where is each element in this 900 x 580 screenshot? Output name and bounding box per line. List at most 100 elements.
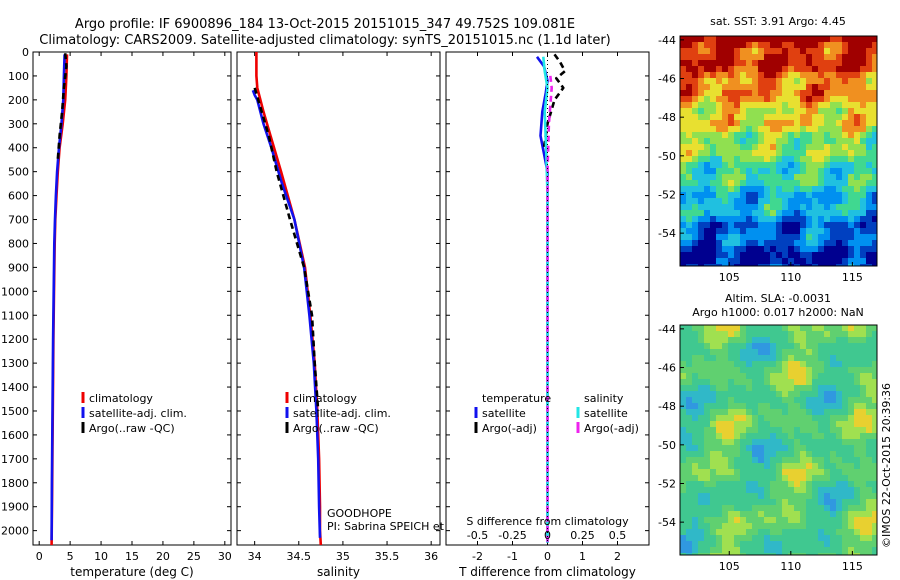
heatmap-cell [824, 108, 830, 114]
heatmap-cell [734, 246, 740, 252]
heatmap-cell [836, 487, 842, 493]
heatmap-cell [866, 240, 872, 246]
heatmap-cell [788, 325, 794, 331]
heatmap-cell [836, 96, 842, 102]
heatmap-cell [842, 228, 848, 234]
heatmap-cell [860, 541, 866, 547]
heatmap-cell [824, 228, 830, 234]
heatmap-cell [722, 96, 728, 102]
heatmap-cell [776, 90, 782, 96]
heatmap-cell [734, 66, 740, 72]
heatmap-cell [764, 228, 770, 234]
heatmap-cell [710, 511, 716, 517]
heatmap-cell [842, 186, 848, 192]
heatmap-cell [854, 72, 860, 78]
heatmap-cell [842, 481, 848, 487]
heatmap-cell [872, 258, 877, 264]
heatmap-cell [776, 403, 782, 409]
heatmap-cell [728, 48, 734, 54]
heatmap-cell [734, 529, 740, 535]
heatmap-cell [728, 547, 734, 553]
heatmap-cell [722, 84, 728, 90]
heatmap-cell [770, 180, 776, 186]
heatmap-cell [854, 132, 860, 138]
heatmap-cell [752, 258, 758, 264]
heatmap-cell [872, 174, 877, 180]
heatmap-cell [686, 421, 692, 427]
heatmap-cell [794, 343, 800, 349]
y-tick-label: 1200 [1, 333, 29, 346]
heatmap-cell [728, 222, 734, 228]
heatmap-cell [734, 216, 740, 222]
heatmap-cell [728, 258, 734, 264]
heatmap-cell [806, 427, 812, 433]
heatmap-cell [698, 108, 704, 114]
heatmap-cell [770, 120, 776, 126]
heatmap-cell [824, 120, 830, 126]
heatmap-cell [764, 529, 770, 535]
heatmap-cell [806, 385, 812, 391]
heatmap-cell [740, 204, 746, 210]
heatmap-cell [794, 451, 800, 457]
heatmap-cell [752, 78, 758, 84]
heatmap-cell [824, 409, 830, 415]
heatmap-cell [698, 210, 704, 216]
heatmap-cell [770, 487, 776, 493]
heatmap-cell [806, 216, 812, 222]
heatmap-cell [866, 481, 872, 487]
heatmap-cell [836, 547, 842, 553]
y-tick-label: 1100 [1, 309, 29, 322]
annotation-project: GOODHOPE [327, 507, 392, 520]
heatmap-cell [686, 204, 692, 210]
heatmap-cell [824, 198, 830, 204]
heatmap-cell [800, 379, 806, 385]
heatmap-cell [740, 264, 746, 266]
heatmap-cell [764, 397, 770, 403]
series-line-argo-raw-qc- [56, 53, 68, 160]
heatmap-cell [866, 331, 872, 337]
heatmap-cell [800, 409, 806, 415]
heatmap-cell [830, 234, 836, 240]
heatmap-cell [818, 198, 824, 204]
heatmap-cell [752, 132, 758, 138]
heatmap-cell [710, 198, 716, 204]
heatmap-cell [752, 72, 758, 78]
heatmap-cell [746, 180, 752, 186]
heatmap-cell [758, 204, 764, 210]
heatmap-cell [824, 367, 830, 373]
heatmap-cell [824, 451, 830, 457]
heatmap-cell [770, 168, 776, 174]
heatmap-cell [824, 397, 830, 403]
heatmap-cell [716, 168, 722, 174]
heatmap-cell [746, 361, 752, 367]
heatmap-cell [722, 361, 728, 367]
heatmap-cell [788, 168, 794, 174]
heatmap-cell [854, 349, 860, 355]
heatmap-cell [764, 511, 770, 517]
heatmap-cell [836, 246, 842, 252]
heatmap-cell [722, 138, 728, 144]
heatmap-cell [824, 168, 830, 174]
heatmap-cell [764, 553, 770, 555]
heatmap-cell [728, 150, 734, 156]
heatmap-cell [734, 415, 740, 421]
heatmap-cell [788, 102, 794, 108]
heatmap-cell [860, 415, 866, 421]
heatmap-cell [818, 397, 824, 403]
heatmap-cell [818, 120, 824, 126]
heatmap-cell [770, 228, 776, 234]
heatmap-cell [752, 505, 758, 511]
heatmap-cell [752, 517, 758, 523]
heatmap-cell [764, 481, 770, 487]
map-y-tick-label: -48 [658, 400, 676, 413]
heatmap-cell [788, 403, 794, 409]
heatmap-cell [818, 361, 824, 367]
heatmap-cell [824, 385, 830, 391]
heatmap-cell [782, 415, 788, 421]
heatmap-cell [740, 373, 746, 379]
heatmap-cell [716, 120, 722, 126]
heatmap-cell [782, 439, 788, 445]
heatmap-cell [770, 529, 776, 535]
heatmap-cell [794, 439, 800, 445]
heatmap-cell [692, 174, 698, 180]
